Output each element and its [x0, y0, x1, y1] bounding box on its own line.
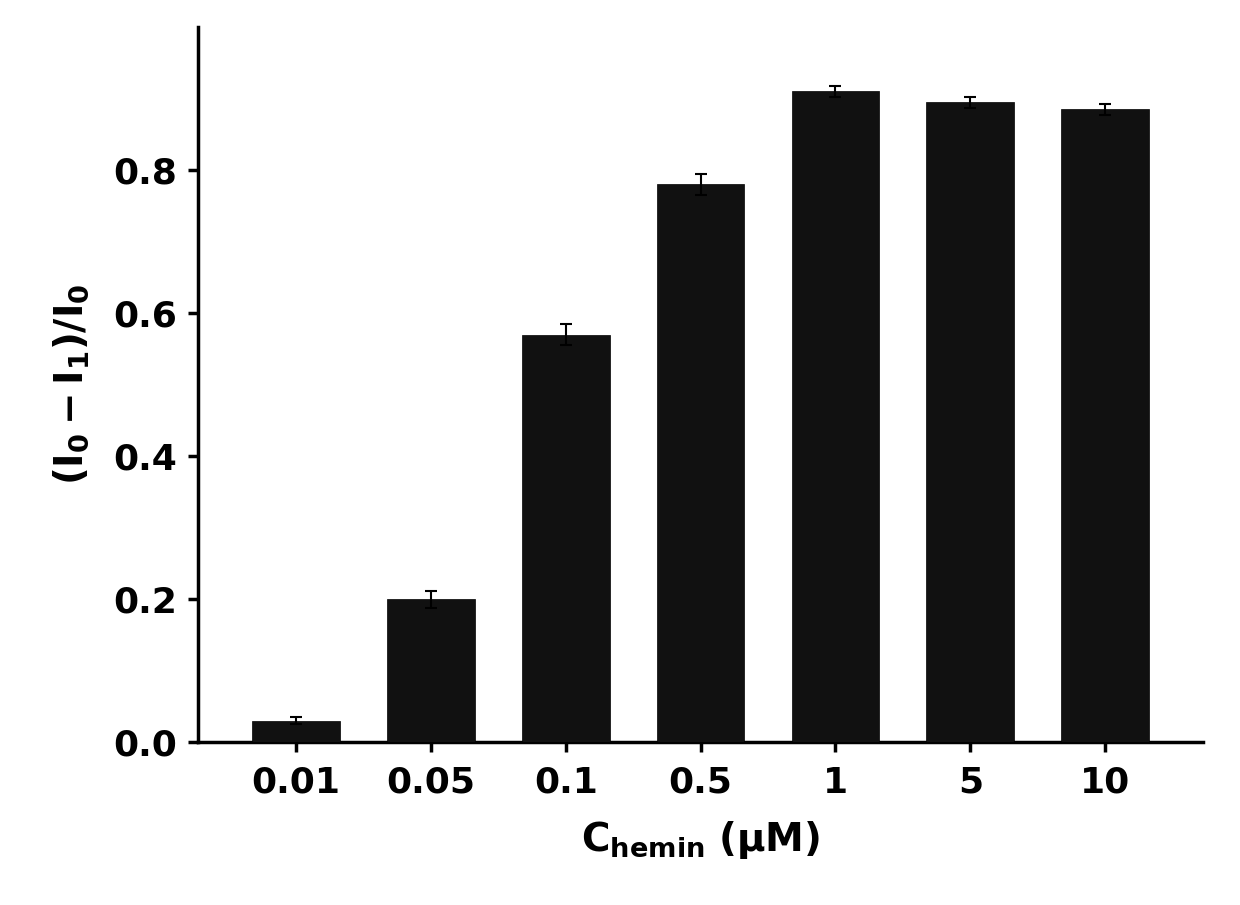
- Bar: [522, 335, 610, 742]
- X-axis label: $\mathbf{C_{hemin}\ (\mu M)}$: $\mathbf{C_{hemin}\ (\mu M)}$: [582, 819, 820, 862]
- Bar: [1061, 110, 1149, 742]
- Bar: [657, 185, 744, 742]
- Bar: [387, 599, 475, 742]
- Bar: [791, 91, 879, 742]
- Bar: [252, 720, 340, 742]
- Y-axis label: $\mathbf{(I_0-I_1)/I_0}$: $\mathbf{(I_0-I_1)/I_0}$: [52, 284, 92, 485]
- Bar: [926, 102, 1014, 742]
